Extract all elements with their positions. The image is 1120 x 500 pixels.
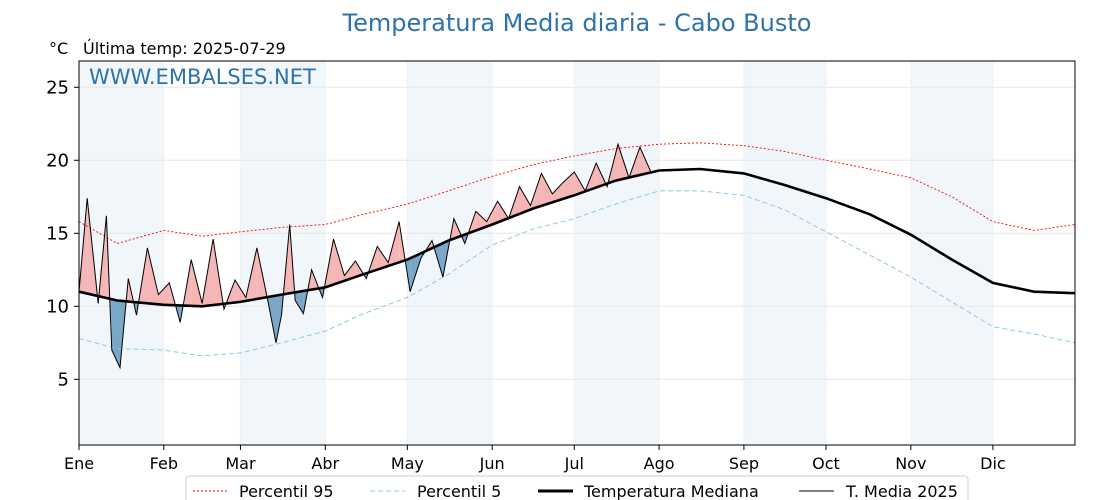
y-tick-label: 25 (46, 77, 69, 98)
legend-label-current: T. Media 2025 (845, 482, 958, 500)
anomaly-fills (79, 144, 651, 368)
fill-above-median (552, 182, 564, 203)
fill-above-median (147, 247, 159, 305)
series-line-median (78, 167, 1076, 308)
fill-above-median (377, 246, 389, 270)
fill-above-median (563, 171, 575, 199)
chart-title: Temperatura Media diaria - Cabo Busto (342, 9, 812, 37)
series-lines (78, 142, 1076, 370)
y-axis-ticks: 5 10 15 20 25 (46, 77, 79, 390)
series-line-p95 (78, 142, 1076, 244)
fill-above-median (486, 201, 498, 227)
x-tick-label: Feb (150, 454, 178, 473)
y-tick-label: 20 (46, 150, 69, 171)
series-line-current (78, 142, 652, 370)
fill-above-median (519, 186, 531, 214)
fill-below-median (276, 294, 282, 343)
fill-above-median (344, 261, 356, 281)
month-band (240, 61, 326, 445)
month-band (574, 61, 660, 445)
y-tick-label: 10 (46, 296, 69, 317)
x-axis-ticks: Ene Feb Mar Abr May Jun Jul Ago Sep Oct Nov Dic (64, 445, 1006, 473)
x-tick-label: Ago (644, 454, 675, 473)
fill-above-median (158, 282, 170, 306)
legend-label-median: Temperatura Mediana (583, 482, 759, 500)
plot-frame (78, 60, 1076, 446)
fill-above-median (574, 171, 586, 196)
fill-above-median (234, 280, 246, 303)
legend-box (185, 475, 969, 500)
month-band (743, 61, 826, 445)
x-tick-label: Mar (225, 454, 256, 473)
series-line-p5 (78, 190, 1076, 357)
fill-above-median (497, 201, 509, 223)
fill-below-median (111, 299, 121, 368)
watermark-text: WWW.EMBALSES.NET (89, 65, 316, 89)
month-bands (79, 61, 993, 445)
fill-above-median (475, 211, 487, 231)
x-tick-label: Abr (311, 454, 339, 473)
y-tick-label: 5 (58, 369, 69, 390)
fill-below-median (295, 290, 304, 314)
fill-above-median (541, 173, 553, 206)
legend-label-p95: Percentil 95 (239, 482, 334, 500)
x-tick-label: Jun (479, 454, 505, 473)
legend-label-p5: Percentil 5 (417, 482, 501, 500)
month-band (910, 61, 993, 445)
x-tick-label: Nov (895, 454, 926, 473)
x-tick-label: Oct (812, 454, 840, 473)
x-tick-label: Jul (564, 454, 584, 473)
x-tick-label: Ene (64, 454, 94, 473)
fill-above-median (333, 239, 345, 285)
x-tick-label: Dic (980, 454, 1006, 473)
legend: Percentil 95 Percentil 5 Temperatura Med… (185, 475, 969, 500)
y-tick-label: 15 (46, 223, 69, 244)
x-tick-label: Sep (729, 454, 759, 473)
last-update-label: Última temp: 2025-07-29 (83, 39, 286, 58)
unit-label: °C (49, 39, 68, 58)
x-tick-label: May (391, 454, 424, 473)
